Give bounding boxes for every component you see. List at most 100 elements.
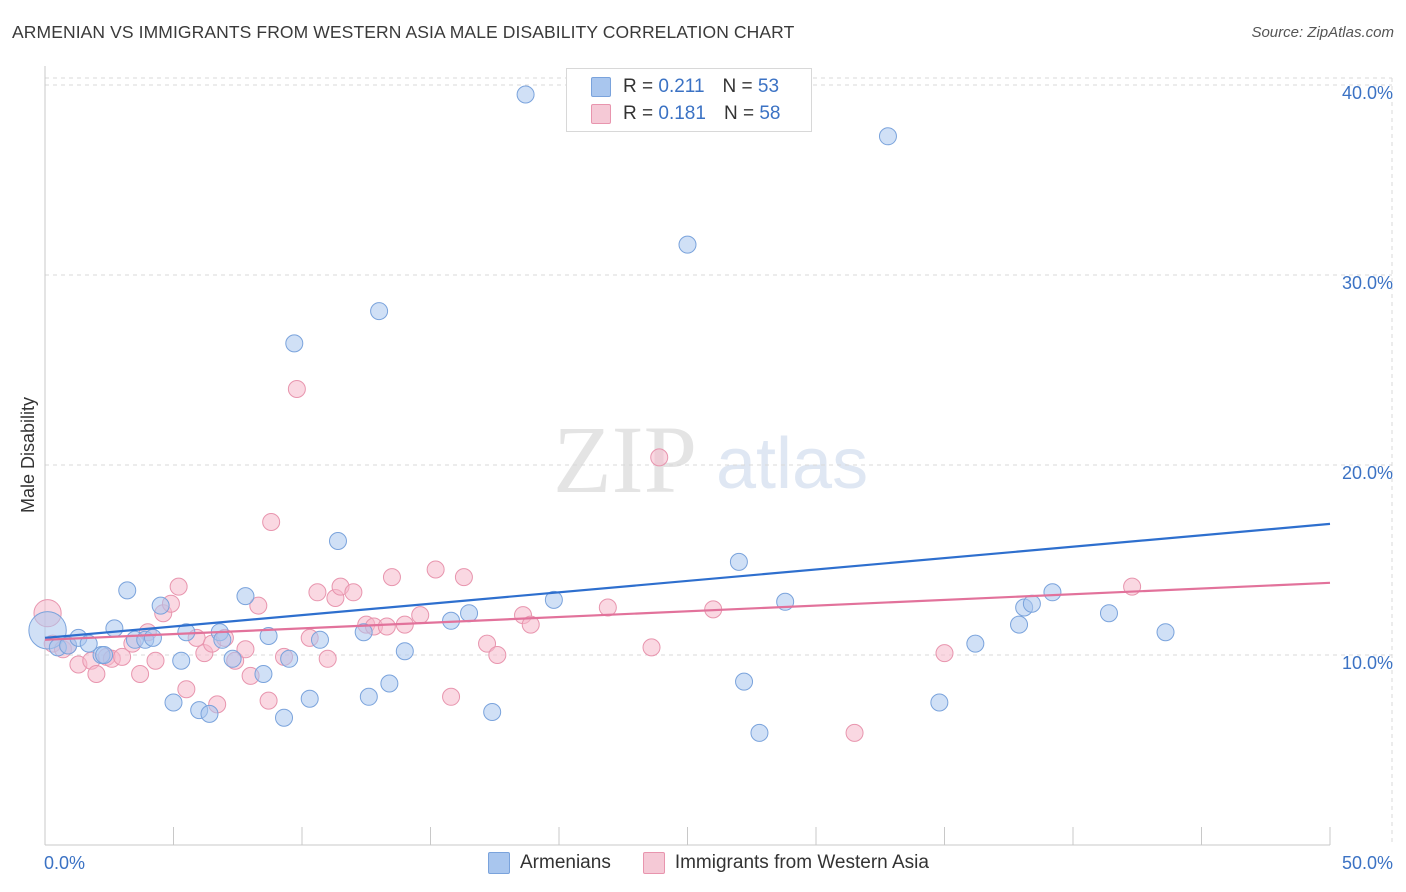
armenians-point [143,628,162,647]
immigrants-point [344,583,363,602]
armenians-point [213,630,232,649]
armenians-point [878,127,897,146]
immigrants-point [426,560,445,579]
immigrants-point [131,665,150,683]
immigrants-point [177,680,196,699]
immigrants-point [650,448,669,467]
y-tick-label: 40.0% [1342,83,1393,103]
armenians-point [483,703,502,721]
source-label: Source: ZipAtlas.com [1251,24,1394,41]
tick-labels: 10.0% 20.0% 30.0% 40.0% 0.0% 50.0% [44,83,1393,873]
armenians-point [285,334,304,353]
armenians-point [172,651,191,670]
x-tick-label-max: 50.0% [1342,853,1393,873]
immigrants-point [845,723,864,742]
watermark-atlas: atlas [716,424,868,504]
immigrants-point [113,647,132,666]
armenians-point [930,693,949,712]
armenians-point [151,596,170,615]
armenians-point [966,634,985,653]
armenians-point [328,532,347,550]
armenians-point [516,85,535,104]
armenians-point [275,708,294,727]
x-tick-label-min: 0.0% [44,853,85,873]
armenians-point [95,646,114,664]
immigrants-point [478,634,497,653]
legend-label-armenians: Armenians [520,852,611,873]
immigrants-point [411,606,430,625]
armenians-point [354,623,373,642]
legend-item-immigrants[interactable]: Immigrants from Western Asia [642,852,929,874]
watermark: ZIP atlas [553,406,868,513]
armenians-point [1043,583,1062,602]
immigrants-trend-line [44,581,1331,641]
armenians-point [200,704,219,723]
y-tick-label: 20.0% [1342,463,1393,483]
armenians-point [370,302,389,321]
stats-row-immigrants: R = 0.181 N = 58 [591,101,780,127]
armenians-point [750,723,769,742]
armenians-point [236,587,255,606]
immigrants-point [442,687,461,706]
armenians-point [735,672,754,691]
armenians-point [380,674,399,693]
armenians-point [280,649,299,668]
armenians-point [395,642,414,661]
series-armenians-points [28,85,1175,742]
immigrants-point [308,583,327,602]
n-value: 53 [757,76,780,97]
chart-title: ARMENIAN VS IMMIGRANTS FROM WESTERN ASIA… [12,22,795,42]
armenians-trend-line [44,522,1331,639]
immigrants-point [262,513,281,531]
immigrants-point [249,596,268,615]
r-value: 0.181 [658,103,706,124]
immigrants-point [169,577,188,596]
n-label: N = [722,76,753,97]
immigrants-point [146,651,165,670]
y-tick-label: 10.0% [1342,653,1393,673]
armenians-point [1156,623,1175,642]
armenians-point [460,604,479,623]
immigrants-swatch [591,104,611,124]
armenians-point [359,687,378,706]
armenians-point [223,649,242,668]
armenians-point [254,665,273,683]
r-label: R = [623,76,654,97]
armenians-point [729,552,748,571]
immigrants-point [454,568,473,587]
armenians-swatch [591,77,611,97]
armenians-point [1022,594,1041,613]
immigrants-legend-swatch [642,852,665,874]
legend-item-armenians[interactable]: Armenians [488,852,611,874]
immigrants-point [318,649,337,668]
armenians-point [310,630,329,649]
y-tick-label: 30.0% [1342,273,1393,293]
armenians-point [544,590,563,609]
r-value: 0.211 [658,76,705,97]
n-label: N = [723,103,755,124]
n-value: 58 [759,103,781,124]
immigrants-point [259,691,278,710]
watermark-zip: ZIP [553,406,697,513]
armenians-point [118,581,137,600]
armenians-point [105,619,124,638]
legend-label-immigrants: Immigrants from Western Asia [674,852,929,873]
immigrants-point [521,615,540,634]
axes [44,66,1331,846]
trend-lines [44,522,1331,641]
series-legend: Armenians Immigrants from Western Asia [488,852,961,874]
immigrants-point [87,665,106,683]
immigrants-point [598,598,617,617]
immigrants-point [287,380,306,398]
stats-legend: R = 0.211 N = 53 R = 0.181 N = 58 [566,68,812,132]
immigrants-point [642,638,661,657]
immigrants-point [377,617,396,636]
armenians-point [1099,604,1118,623]
immigrants-point [935,644,954,663]
armenians-point [259,627,278,645]
immigrants-point [382,568,401,587]
stats-row-armenians: R = 0.211 N = 53 [591,74,779,100]
armenians-point [1010,615,1029,634]
armenians-point [300,689,319,708]
